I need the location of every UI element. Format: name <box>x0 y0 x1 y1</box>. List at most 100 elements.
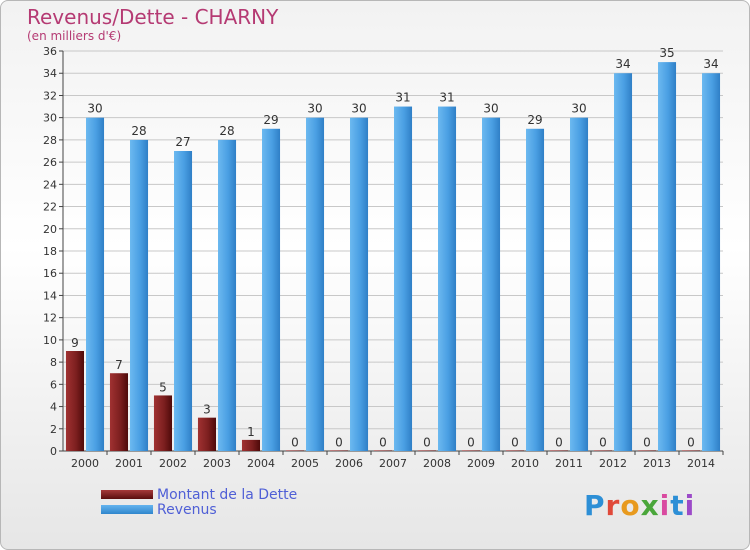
bar-debt <box>681 450 700 451</box>
bar-debt <box>593 450 612 451</box>
bar-revenue <box>130 139 149 451</box>
logo-letter: i <box>659 489 671 522</box>
bar-revenue <box>570 117 589 452</box>
bar-debt <box>637 450 656 451</box>
y-tick-label: 0 <box>50 445 57 458</box>
y-tick-label: 18 <box>43 245 57 258</box>
x-tick-label: 2012 <box>599 457 627 470</box>
x-tick-label: 2008 <box>423 457 451 470</box>
data-label-debt: 0 <box>379 435 387 449</box>
data-label-debt: 0 <box>555 435 563 449</box>
bar-revenue <box>86 117 105 452</box>
bar-revenue <box>482 117 501 452</box>
data-label-revenue: 30 <box>571 102 586 116</box>
legend-swatch-debt <box>101 490 153 499</box>
bar-revenue <box>394 106 413 452</box>
data-label-debt: 9 <box>71 336 79 350</box>
bar-revenue <box>174 151 193 451</box>
chart-subtitle: (en milliers d'€) <box>27 29 122 43</box>
bar-revenue <box>350 117 369 452</box>
data-label-revenue: 31 <box>439 91 454 105</box>
bar-revenue <box>526 128 545 451</box>
data-label-revenue: 30 <box>307 102 322 116</box>
bar-debt <box>109 373 128 451</box>
x-tick-label: 2001 <box>115 457 143 470</box>
data-label-revenue: 34 <box>703 57 718 71</box>
bar-revenue <box>438 106 457 452</box>
x-tick-label: 2003 <box>203 457 231 470</box>
y-tick-label: 34 <box>43 67 57 80</box>
data-label-debt: 0 <box>335 435 343 449</box>
data-label-debt: 5 <box>159 380 167 394</box>
chart-title: Revenus/Dette - CHARNY <box>27 5 279 29</box>
data-label-revenue: 31 <box>395 91 410 105</box>
data-label-debt: 0 <box>291 435 299 449</box>
y-tick-label: 16 <box>43 267 57 280</box>
y-tick-label: 22 <box>43 201 57 214</box>
bar-debt <box>373 450 392 451</box>
proxiti-logo: Proxiti <box>584 489 695 522</box>
legend-item-debt: Montant de la Dette <box>101 486 298 503</box>
x-tick-label: 2000 <box>71 457 99 470</box>
bar-debt <box>153 395 172 451</box>
x-tick-label: 2009 <box>467 457 495 470</box>
bar-debt <box>417 450 436 451</box>
legend-label-revenue: Revenus <box>157 501 217 518</box>
data-label-revenue: 34 <box>615 57 630 71</box>
bar-debt <box>549 450 568 451</box>
y-tick-label: 24 <box>43 178 57 191</box>
legend-item-revenue: Revenus <box>101 501 297 518</box>
bar-debt <box>505 450 524 451</box>
y-tick-label: 32 <box>43 89 57 102</box>
y-tick-label: 26 <box>43 156 57 169</box>
data-label-revenue: 30 <box>351 102 366 116</box>
data-label-revenue: 27 <box>175 135 190 149</box>
bar-debt <box>329 450 348 451</box>
data-label-revenue: 30 <box>483 102 498 116</box>
legend: Montant de la Dette Revenus <box>101 486 298 518</box>
data-label-debt: 0 <box>599 435 607 449</box>
data-label-debt: 0 <box>687 435 695 449</box>
legend-label-debt: Montant de la Dette <box>157 486 298 503</box>
logo-letter: t <box>670 489 685 522</box>
bar-debt <box>285 450 304 451</box>
y-tick-label: 8 <box>50 356 57 369</box>
x-tick-label: 2014 <box>687 457 715 470</box>
logo-letter: x <box>640 489 660 522</box>
y-tick-label: 6 <box>50 378 57 391</box>
x-tick-label: 2002 <box>159 457 187 470</box>
data-label-revenue: 29 <box>263 113 278 127</box>
x-tick-label: 2013 <box>643 457 671 470</box>
x-tick-label: 2005 <box>291 457 319 470</box>
logo-letter: P <box>584 489 606 522</box>
bar-debt <box>197 417 216 451</box>
data-label-debt: 3 <box>203 403 211 417</box>
bar-debt <box>241 439 260 451</box>
data-label-debt: 1 <box>247 425 255 439</box>
bar-revenue <box>614 73 633 451</box>
y-tick-label: 14 <box>43 289 57 302</box>
data-label-revenue: 29 <box>527 113 542 127</box>
y-tick-label: 10 <box>43 334 57 347</box>
y-tick-label: 30 <box>43 112 57 125</box>
data-label-debt: 0 <box>511 435 519 449</box>
logo-letter: i <box>684 489 696 522</box>
bar-debt <box>461 450 480 451</box>
y-tick-label: 20 <box>43 223 57 236</box>
bar-revenue <box>658 62 677 451</box>
x-tick-label: 2010 <box>511 457 539 470</box>
x-tick-label: 2007 <box>379 457 407 470</box>
x-tick-label: 2004 <box>247 457 275 470</box>
data-label-revenue: 30 <box>87 102 102 116</box>
y-tick-label: 12 <box>43 312 57 325</box>
y-tick-label: 4 <box>50 401 57 414</box>
data-label-revenue: 28 <box>219 124 234 138</box>
data-label-debt: 7 <box>115 358 123 372</box>
legend-swatch-revenue <box>101 505 153 514</box>
data-label-debt: 0 <box>643 435 651 449</box>
bar-revenue <box>218 139 237 451</box>
logo-letter: o <box>620 489 641 522</box>
bar-revenue <box>702 73 721 451</box>
